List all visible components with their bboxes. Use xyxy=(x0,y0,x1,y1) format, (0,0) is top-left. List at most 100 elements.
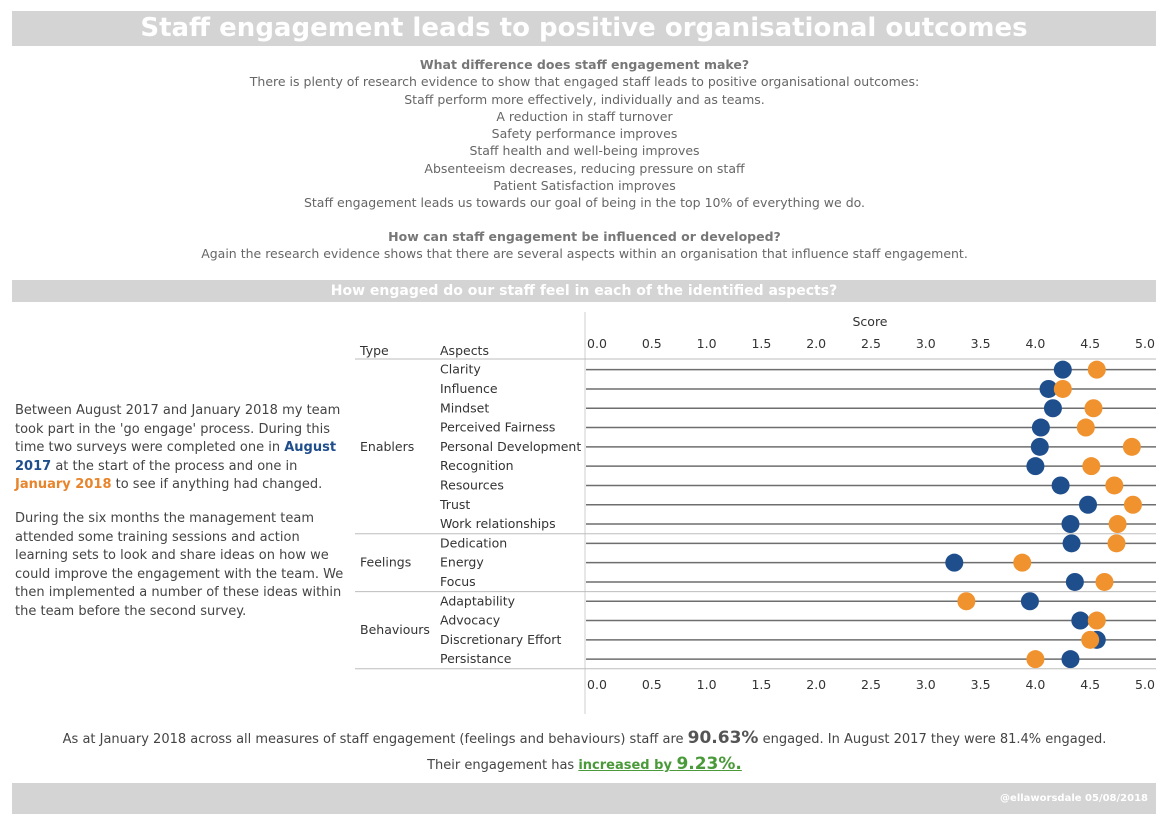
intro-line: Again the research evidence shows that t… xyxy=(201,246,968,262)
increase-percent: 9.23%. xyxy=(676,754,742,774)
narrative-span: Between August 2017 and January 2018 my … xyxy=(15,403,341,456)
intro-line: Patient Satisfaction improves xyxy=(493,178,676,194)
dot-january-2018 xyxy=(1087,360,1106,379)
x-tick-label-bottom: 4.5 xyxy=(1080,677,1100,692)
x-tick-label-top: 2.0 xyxy=(806,336,826,351)
x-tick-label-bottom: 2.0 xyxy=(806,677,826,692)
dot-january-2018 xyxy=(1087,611,1106,630)
aspect-label: Perceived Fairness xyxy=(440,420,555,435)
x-tick-label-bottom: 2.5 xyxy=(861,677,881,692)
narrative-text: Between August 2017 and January 2018 my … xyxy=(15,402,345,637)
dot-august-2017 xyxy=(1062,534,1081,553)
x-tick-label-top: 1.5 xyxy=(751,336,771,351)
dot-january-2018 xyxy=(1013,553,1032,572)
dot-january-2018 xyxy=(1081,630,1100,649)
narrative-span: at the start of the process and one in xyxy=(51,458,298,474)
dot-august-2017 xyxy=(1039,379,1058,398)
question-impact: What difference does staff engagement ma… xyxy=(419,57,750,72)
summary-line-1: As at January 2018 across all measures o… xyxy=(0,726,1169,752)
x-tick-label-top: 2.5 xyxy=(861,336,881,351)
dot-august-2017 xyxy=(1031,418,1050,437)
x-tick-label-top: 4.5 xyxy=(1080,336,1100,351)
aspect-label: Energy xyxy=(440,555,484,570)
intro-line: Staff engagement leads us towards our go… xyxy=(303,195,866,211)
section-title: How engaged do our staff feel in each of… xyxy=(12,280,1156,302)
aspect-label: Discretionary Effort xyxy=(440,632,561,647)
summary-line-2: Their engagement has increased by 9.23%. xyxy=(0,752,1169,778)
intro-line: Staff health and well-being improves xyxy=(469,143,700,159)
x-tick-label-bottom: 0.0 xyxy=(587,677,607,692)
credit: @ellaworsdale 05/08/2018 xyxy=(1000,793,1148,804)
dot-january-2018 xyxy=(957,592,976,611)
dot-august-2017 xyxy=(1061,515,1080,534)
dot-january-2018 xyxy=(1053,379,1072,398)
intro-influence: How can staff engagement be influenced o… xyxy=(0,228,1169,263)
narrative-paragraph: Between August 2017 and January 2018 my … xyxy=(15,402,345,495)
dot-january-2018 xyxy=(1082,457,1101,476)
aspect-label: Personal Development xyxy=(440,439,581,454)
x-tick-label-top: 0.0 xyxy=(587,336,607,351)
dot-august-2017 xyxy=(1026,457,1045,476)
dot-january-2018 xyxy=(1107,534,1126,553)
narrative-paragraph: During the six months the management tea… xyxy=(15,510,344,619)
x-tick-label-top: 3.0 xyxy=(916,336,936,351)
intro-line: Staff perform more effectively, individu… xyxy=(404,91,765,107)
dot-august-2017 xyxy=(1030,437,1049,456)
aspect-label: Influence xyxy=(440,381,498,396)
summary-span: Their engagement has xyxy=(427,758,579,773)
august-highlight: August 2017 xyxy=(15,440,337,474)
dot-august-2017 xyxy=(1079,495,1098,514)
aspect-label: Work relationships xyxy=(440,516,556,531)
type-label: Enablers xyxy=(360,439,414,454)
aspect-label: Resources xyxy=(440,477,504,492)
column-header-aspects: Aspects xyxy=(440,343,489,358)
dot-january-2018 xyxy=(1122,437,1141,456)
x-tick-label-top: 0.5 xyxy=(642,336,662,351)
increase-link[interactable]: increased by 9.23%. xyxy=(578,754,742,774)
x-tick-label-top: 4.0 xyxy=(1025,336,1045,351)
aspect-label: Mindset xyxy=(440,400,489,415)
x-tick-label-bottom: 3.0 xyxy=(916,677,936,692)
aspect-label: Dedication xyxy=(440,535,507,550)
aspect-label: Adaptability xyxy=(440,593,516,608)
question-influence: How can staff engagement be influenced o… xyxy=(388,229,781,244)
dot-january-2018 xyxy=(1076,418,1095,437)
dot-august-2017 xyxy=(1051,476,1070,495)
aspect-label: Persistance xyxy=(440,651,512,666)
dot-january-2018 xyxy=(1108,515,1127,534)
january-highlight: January 2018 xyxy=(15,477,112,493)
intro-line: Absenteeism decreases, reducing pressure… xyxy=(424,160,745,176)
x-axis-title: Score xyxy=(852,314,887,329)
dot-january-2018 xyxy=(1095,572,1114,591)
narrative-span: to see if anything had changed. xyxy=(111,477,323,493)
dot-august-2017 xyxy=(1043,399,1062,418)
dot-january-2018 xyxy=(1123,495,1142,514)
aspect-label: Focus xyxy=(440,574,476,589)
aspect-label: Clarity xyxy=(440,362,481,377)
dot-august-2017 xyxy=(1053,360,1072,379)
footer: @ellaworsdale 05/08/2018 xyxy=(12,783,1156,814)
x-tick-label-top: 3.5 xyxy=(971,336,991,351)
type-label: Feelings xyxy=(360,555,411,570)
x-tick-label-top: 1.0 xyxy=(697,336,717,351)
intro-line: Safety performance improves xyxy=(491,126,678,142)
summary-span: As at January 2018 across all measures o… xyxy=(62,732,688,747)
intro-line: There is plenty of research evidence to … xyxy=(249,74,920,90)
aspect-label: Trust xyxy=(439,497,470,512)
intro-impact: What difference does staff engagement ma… xyxy=(0,56,1169,212)
dot-august-2017 xyxy=(1020,592,1039,611)
dot-january-2018 xyxy=(1026,650,1045,669)
x-tick-label-bottom: 4.0 xyxy=(1025,677,1045,692)
x-tick-label-bottom: 3.5 xyxy=(971,677,991,692)
x-tick-label-bottom: 1.5 xyxy=(751,677,771,692)
dot-january-2018 xyxy=(1105,476,1124,495)
x-tick-label-bottom: 1.0 xyxy=(697,677,717,692)
type-label: Behaviours xyxy=(360,622,430,637)
summary: As at January 2018 across all measures o… xyxy=(0,726,1169,778)
x-tick-label-bottom: 0.5 xyxy=(642,677,662,692)
intro-line: A reduction in staff turnover xyxy=(496,108,673,124)
dot-august-2017 xyxy=(1065,572,1084,591)
page-title: Staff engagement leads to positive organ… xyxy=(12,11,1156,46)
aspect-label: Advocacy xyxy=(440,613,501,628)
